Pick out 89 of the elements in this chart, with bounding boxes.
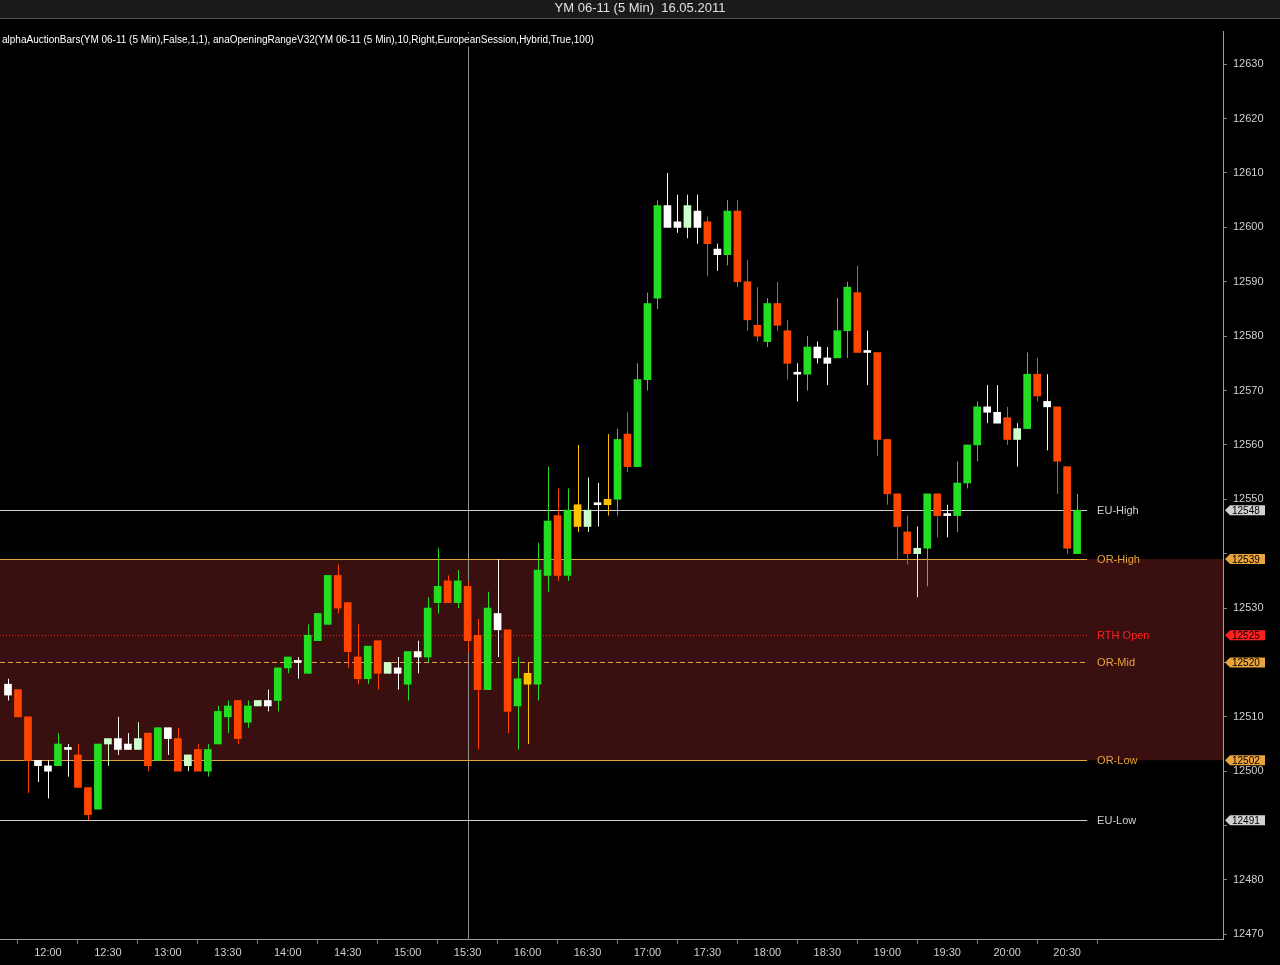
x-tick-label: 12:30 (94, 946, 122, 959)
annotation: alphaAuctionBars(YM 06-11 (5 Min),False,1,1), anaOpeningRangeV32(YM 06-11 (5 Min),10,Right,EuropeanSession,Hybrid,True,100) (2, 34, 594, 46)
ref-line-label: RTH Open (1097, 629, 1150, 642)
candlestick (593, 482, 602, 527)
candlestick (4, 678, 12, 702)
candlestick (663, 172, 672, 228)
y-tick-label: 12570 (1233, 383, 1264, 396)
candlestick (263, 689, 272, 712)
x-tick-label: 18:00 (753, 946, 782, 959)
candlestick (393, 656, 402, 691)
candlestick (823, 346, 832, 386)
candlestick (104, 738, 112, 767)
y-tick-label: 12630 (1233, 57, 1264, 70)
candlestick (583, 477, 592, 533)
x-tick-label: 18:30 (813, 946, 842, 959)
y-tick-label: 12610 (1233, 166, 1264, 179)
candlestick (773, 281, 782, 332)
candlestick (134, 721, 142, 750)
x-tick-label: 13:30 (214, 946, 242, 959)
text: 12520 (1232, 657, 1261, 669)
candlestick (34, 759, 42, 783)
x-tick-label: 14:30 (333, 946, 362, 959)
y-tick-label: 12550 (1233, 492, 1264, 505)
candlestick (194, 743, 202, 772)
candlestick (943, 504, 952, 538)
candlestick (683, 194, 692, 239)
candlestick (1013, 422, 1021, 468)
text: 12491 (1232, 814, 1261, 826)
text: 12502 (1232, 755, 1261, 767)
candlestick (114, 716, 122, 756)
candlestick (573, 444, 582, 533)
candlestick (433, 547, 442, 614)
candlestick (223, 700, 232, 734)
x-tick-label: 16:30 (573, 946, 602, 959)
y-tick-label: 12600 (1233, 220, 1264, 233)
candlestick (1003, 406, 1012, 446)
y-tick-label: 12590 (1233, 274, 1264, 287)
candlestick (933, 493, 942, 538)
y-tick-label: 12560 (1233, 437, 1264, 450)
candlestick (164, 727, 172, 756)
candlestick (293, 656, 302, 680)
candlestick (353, 623, 362, 685)
candlestick (703, 216, 712, 277)
y-tick-label: 12620 (1233, 111, 1264, 124)
x-tick-label: 14:00 (274, 946, 302, 959)
x-tick-label: 15:30 (453, 946, 482, 959)
x-tick-label: 17:00 (633, 946, 662, 959)
text: 12548 (1232, 504, 1261, 516)
text: 12539 (1232, 553, 1261, 565)
candlestick (983, 384, 992, 424)
candlestick (863, 330, 872, 386)
x-tick-label: 19:00 (873, 946, 902, 959)
candlestick (523, 661, 532, 745)
candlestick (243, 700, 252, 729)
candlestick (443, 574, 452, 604)
y-tick-label: 12530 (1233, 601, 1264, 614)
ref-line-label: OR-High (1097, 553, 1140, 566)
candlestick (453, 569, 462, 609)
candlestick (1043, 373, 1051, 451)
ref-line-label: OR-Mid (1097, 656, 1136, 669)
y-tick-label: 12470 (1233, 927, 1264, 940)
candlestick (693, 194, 702, 245)
candlestick (493, 558, 502, 658)
x-tick-label: 12:00 (34, 946, 62, 959)
ref-line-label: OR-Low (1097, 754, 1138, 767)
x-tick-label: 16:00 (513, 946, 542, 959)
candlestick (1033, 357, 1041, 402)
candlestick (64, 743, 72, 778)
x-tick-label: 20:00 (993, 946, 1021, 959)
candlestick (204, 743, 212, 778)
y-tick-label: 12480 (1233, 873, 1264, 886)
chart-title: YM 06-11 (5 Min) 16.05.2011 (0, 0, 1280, 19)
ref-line-label: EU-Low (1097, 814, 1137, 827)
candlestick (44, 759, 52, 799)
candlestick (54, 732, 62, 767)
x-tick-label: 20:30 (1053, 946, 1081, 959)
x-tick-label: 13:00 (154, 946, 182, 959)
candlestick (793, 362, 802, 402)
x-tick-label: 15:00 (393, 946, 422, 959)
x-tick-label: 17:30 (693, 946, 722, 959)
ref-line-label: EU-High (1097, 504, 1139, 517)
candlestick (913, 525, 922, 598)
y-tick-label: 12500 (1233, 764, 1264, 777)
x-tick-label: 19:30 (933, 946, 961, 959)
candlestick (903, 515, 912, 566)
y-tick-label: 12510 (1233, 709, 1264, 722)
candlestick (993, 384, 1002, 424)
text: 12525 (1232, 630, 1261, 641)
y-tick-label: 12580 (1233, 329, 1264, 342)
